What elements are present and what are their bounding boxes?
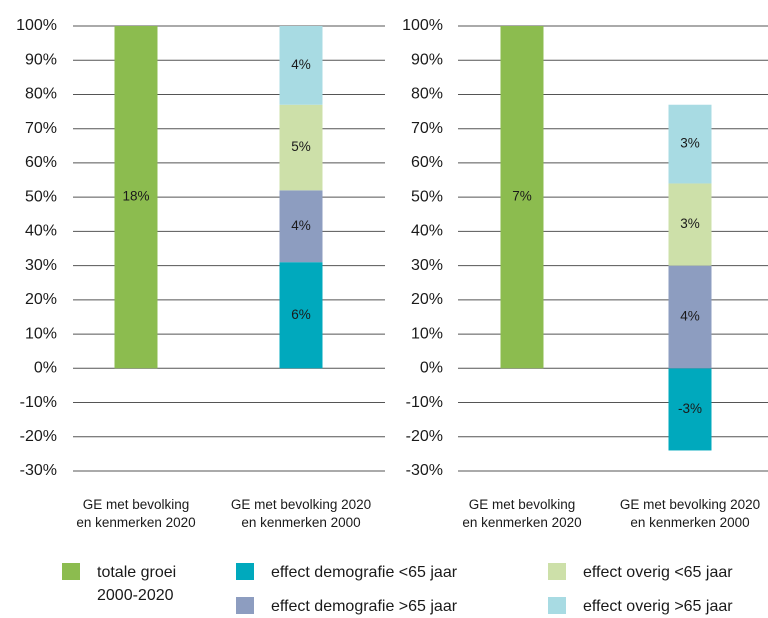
legend-label: effect demografie <65 jaar [271, 564, 458, 581]
y-tick-label: 60% [411, 154, 443, 171]
legend-label: effect overig <65 jaar [583, 564, 733, 581]
bar-segment [279, 26, 323, 105]
y-tick-label: 30% [411, 257, 443, 274]
bar-segment [279, 262, 323, 369]
y-tick-label: 0% [420, 360, 443, 377]
y-tick-label: 40% [25, 223, 57, 240]
bar-segment [668, 183, 712, 266]
y-tick-label: 60% [25, 154, 57, 171]
y-tick-label: -10% [20, 394, 57, 411]
segment-label: 3% [680, 216, 700, 231]
y-tick-label: -20% [20, 428, 57, 445]
y-tick-label: 10% [411, 325, 443, 342]
y-tick-label: -30% [20, 462, 57, 479]
segment-label: 6% [291, 307, 311, 322]
x-tick-label: GE met bevolking en kenmerken 2020 [462, 497, 581, 530]
bar-segment [114, 26, 158, 369]
bar-segment [500, 26, 544, 369]
y-tick-label: 80% [25, 86, 57, 103]
bar-segment [279, 104, 323, 191]
x-tick-label: GE met bevolking 2020 en kenmerken 2000 [620, 497, 760, 530]
legend-swatch [548, 597, 566, 614]
legend-swatch [62, 563, 80, 580]
segment-label: 5% [291, 139, 311, 154]
y-tick-label: 40% [411, 223, 443, 240]
legend-swatch [236, 563, 254, 580]
legend-label: effect overig >65 jaar [583, 598, 733, 615]
bar-segment [279, 190, 323, 263]
y-tick-label: 100% [402, 17, 443, 34]
bar-segment [668, 104, 712, 184]
y-tick-label: 10% [25, 325, 57, 342]
segment-label: 18% [122, 189, 149, 204]
y-tick-label: -20% [406, 428, 443, 445]
segment-label: 4% [680, 309, 700, 324]
y-tick-label: 100% [16, 17, 57, 34]
y-tick-label: 20% [25, 291, 57, 308]
legend-swatch [236, 597, 254, 614]
x-tick-label: GE met bevolking en kenmerken 2020 [76, 497, 195, 530]
segment-label: 3% [680, 136, 700, 151]
y-tick-label: 70% [25, 120, 57, 137]
y-tick-label: -30% [406, 462, 443, 479]
x-tick-label: GE met bevolking 2020 en kenmerken 2000 [231, 497, 371, 530]
y-tick-label: 90% [411, 51, 443, 68]
y-tick-label: 20% [411, 291, 443, 308]
y-tick-label: 0% [34, 360, 57, 377]
y-tick-label: 80% [411, 86, 443, 103]
legend-label: totale groei 2000-2020 [97, 564, 176, 604]
bar-segment [668, 265, 712, 369]
segment-label: 4% [291, 218, 311, 233]
legend-swatch [548, 563, 566, 580]
segment-label: 7% [512, 189, 532, 204]
y-tick-label: 50% [411, 188, 443, 205]
y-tick-label: 70% [411, 120, 443, 137]
segment-label: 4% [291, 57, 311, 72]
y-tick-label: 50% [25, 188, 57, 205]
y-tick-label: 30% [25, 257, 57, 274]
segment-label: -3% [678, 401, 702, 416]
y-tick-label: 90% [25, 51, 57, 68]
y-tick-label: -10% [406, 394, 443, 411]
legend-label: effect demografie >65 jaar [271, 598, 458, 615]
bar-segment [668, 368, 712, 451]
